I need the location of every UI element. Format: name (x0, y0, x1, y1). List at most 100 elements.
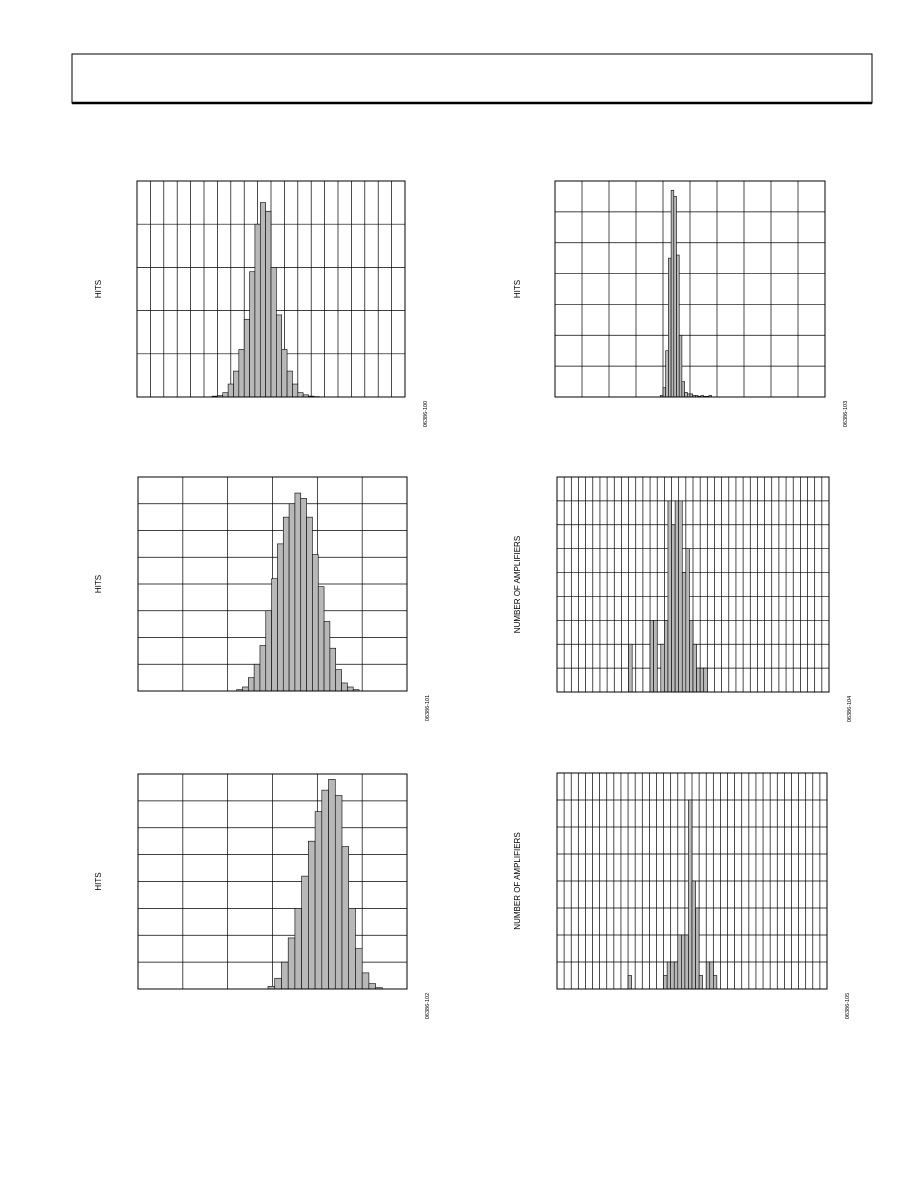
plot-frame (556, 772, 828, 990)
bar (341, 846, 350, 990)
bar (681, 572, 687, 693)
bar (348, 908, 356, 990)
bar (249, 271, 256, 398)
bar (306, 516, 313, 692)
bar (286, 370, 293, 398)
bar (259, 202, 266, 398)
plot-frame (136, 180, 406, 398)
bar (670, 189, 675, 398)
bar (341, 682, 348, 692)
bar (660, 643, 665, 693)
bar (691, 880, 696, 990)
bar (692, 643, 697, 693)
bar (294, 492, 302, 692)
bar (698, 975, 703, 990)
bar (347, 686, 354, 692)
bar (233, 370, 240, 398)
bar (677, 934, 682, 990)
bar (676, 254, 680, 398)
bar (666, 961, 671, 990)
bar (276, 314, 283, 398)
bar (681, 381, 685, 398)
bar (673, 196, 677, 398)
figure-id: 06386-100 (423, 401, 429, 427)
bar (696, 667, 701, 693)
bar (270, 267, 277, 398)
figure-id: 06386-105 (845, 993, 851, 1019)
bar (323, 621, 331, 692)
bar (282, 516, 290, 692)
bar (703, 667, 708, 693)
bar (674, 500, 679, 693)
bar (259, 645, 267, 692)
bar (689, 620, 694, 693)
bar (668, 257, 672, 398)
bar (317, 586, 325, 692)
bar (705, 961, 711, 990)
plot-frame (137, 773, 408, 990)
bar (678, 500, 683, 693)
bar (300, 498, 307, 692)
bar (355, 948, 363, 990)
bar (685, 548, 690, 693)
bar (287, 937, 296, 990)
bar (684, 934, 689, 990)
bar (294, 908, 302, 990)
figure-id: 06386-104 (847, 696, 853, 722)
bar (281, 961, 289, 990)
bar (321, 789, 329, 990)
figure-id: 06386-101 (425, 695, 431, 721)
bar (671, 524, 676, 693)
bar (288, 503, 296, 692)
bar (335, 669, 342, 692)
bar (628, 643, 633, 693)
bar (297, 392, 304, 398)
bar (699, 667, 705, 693)
bar (265, 210, 272, 398)
bar (314, 811, 323, 990)
bar (271, 578, 278, 692)
bar (227, 383, 234, 398)
bar (308, 840, 316, 990)
bar (334, 795, 343, 990)
bar (649, 620, 654, 693)
bar (684, 392, 688, 398)
y-axis-label: HITS (94, 872, 103, 890)
bar (361, 972, 370, 990)
figure-id: 06386-102 (425, 993, 431, 1019)
bar (627, 975, 632, 990)
bar (301, 875, 309, 990)
bar (665, 350, 669, 398)
bar (265, 610, 272, 692)
bar (695, 907, 700, 990)
bar (292, 383, 299, 398)
bar (678, 334, 683, 398)
bar (709, 961, 714, 990)
header-box (71, 53, 873, 104)
bar (243, 318, 250, 398)
y-axis-label: HITS (94, 575, 103, 593)
figure-id: 06386-103 (843, 401, 849, 427)
bar (242, 686, 249, 692)
bar (281, 349, 288, 398)
bar (681, 934, 686, 990)
bar (368, 983, 376, 990)
bar (670, 961, 675, 990)
bar (653, 620, 658, 693)
y-axis-label: HITS (94, 280, 103, 298)
bar (713, 975, 718, 990)
bar (329, 647, 337, 692)
bar (238, 349, 245, 398)
bar (253, 663, 261, 692)
bar (222, 392, 229, 398)
bar (312, 554, 319, 692)
bar (277, 543, 284, 692)
bar (254, 223, 261, 398)
plot-frame (554, 180, 826, 398)
y-axis-label: NUMBER OF AMPLIFIERS (513, 832, 522, 929)
bar (667, 500, 672, 693)
y-axis-label: HITS (513, 280, 522, 298)
bar (673, 961, 679, 990)
bar (688, 799, 693, 990)
